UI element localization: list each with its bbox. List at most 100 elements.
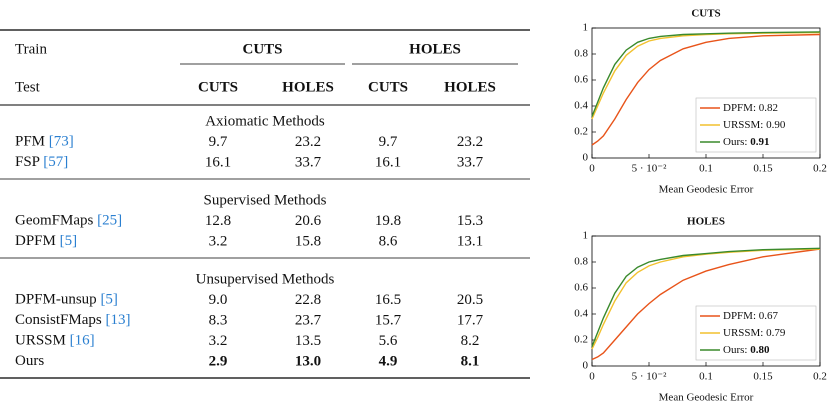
method: FSP — [15, 154, 40, 170]
x-axis-label: Mean Geodesic Error — [659, 392, 754, 404]
group-header: CUTS — [242, 41, 282, 57]
cell: 16.5 — [375, 292, 401, 308]
legend-name: DPFM: — [723, 102, 756, 114]
x-tick-label: 5 · 10⁻² — [632, 163, 667, 175]
cell: 19.8 — [375, 213, 401, 229]
method: Ours — [15, 353, 44, 369]
citation: [5] — [60, 233, 78, 249]
cell: 23.2 — [295, 134, 321, 150]
cell: 33.7 — [295, 154, 322, 170]
legend-label: Ours: 0.91 — [723, 136, 769, 148]
cell: 20.5 — [457, 292, 483, 308]
y-tick-label: 0 — [583, 360, 589, 372]
cell: 15.8 — [295, 233, 321, 249]
cell: 15.3 — [457, 213, 483, 229]
citation: [16] — [70, 333, 95, 349]
cell: 22.8 — [295, 292, 321, 308]
x-tick-label: 0.15 — [753, 163, 773, 175]
x-axis-label: Mean Geodesic Error — [659, 184, 754, 196]
method: ConsistFMaps — [15, 312, 102, 328]
header-label: Train — [15, 41, 47, 57]
method: DPFM — [15, 233, 56, 249]
column-header: CUTS — [368, 79, 408, 95]
cell: 15.7 — [375, 312, 402, 328]
cell: 33.7 — [457, 154, 484, 170]
legend-name: Ours: — [723, 344, 747, 356]
legend-label: Ours: 0.80 — [723, 344, 770, 356]
series-line — [591, 33, 821, 146]
series-line — [591, 31, 821, 117]
column-header: HOLES — [282, 79, 334, 95]
group-header: HOLES — [409, 41, 461, 57]
y-tick-label: 0.8 — [574, 48, 588, 60]
cell: 8.2 — [461, 333, 480, 349]
chart-title: HOLES — [687, 216, 725, 228]
chart-title: CUTS — [691, 8, 720, 20]
legend-name: URSSM: — [723, 327, 763, 339]
cell: 23.7 — [295, 312, 322, 328]
legend-score: 0.79 — [766, 327, 786, 339]
cell: 16.1 — [375, 154, 401, 170]
citation: [25] — [97, 213, 122, 229]
x-tick-label: 5 · 10⁻² — [632, 371, 667, 383]
method: GeomFMaps — [15, 213, 93, 229]
y-tick-label: 0.4 — [574, 100, 588, 112]
legend-name: Ours: — [723, 136, 747, 148]
method-name: DPFM-unsup [5] — [15, 292, 118, 308]
column-header: HOLES — [444, 79, 496, 95]
x-tick-label: 0.2 — [813, 371, 827, 383]
cell: 13.0 — [295, 353, 321, 369]
cell: 9.7 — [209, 134, 228, 150]
legend-label: DPFM: 0.82 — [723, 102, 778, 114]
cell: 5.6 — [379, 333, 398, 349]
method-name: ConsistFMaps [13] — [15, 312, 130, 328]
legend-label: DPFM: 0.67 — [723, 310, 779, 322]
cell: 3.2 — [209, 233, 228, 249]
legend-score: 0.80 — [750, 344, 770, 356]
cell: 3.2 — [209, 333, 228, 349]
method-name: DPFM [5] — [15, 233, 77, 249]
cell: 8.6 — [379, 233, 398, 249]
y-tick-label: 0.6 — [574, 282, 588, 294]
y-tick-label: 0.2 — [574, 126, 588, 138]
header-label: Test — [15, 79, 41, 95]
x-tick-label: 0.1 — [699, 371, 713, 383]
cell: 13.1 — [457, 233, 483, 249]
cell: 8.3 — [209, 312, 228, 328]
legend-name: URSSM: — [723, 119, 763, 131]
x-tick-label: 0.2 — [813, 163, 827, 175]
cell: 9.0 — [209, 292, 228, 308]
y-tick-label: 0.4 — [574, 308, 588, 320]
cell: 9.7 — [379, 134, 398, 150]
legend-score: 0.90 — [766, 119, 786, 131]
column-header: CUTS — [198, 79, 238, 95]
legend-score: 0.91 — [750, 136, 769, 148]
cell: 16.1 — [205, 154, 231, 170]
legend-label: URSSM: 0.79 — [723, 327, 786, 339]
citation: [73] — [49, 134, 74, 150]
cell: 4.9 — [379, 353, 398, 369]
legend-name: DPFM: — [723, 310, 756, 322]
y-tick-label: 0.6 — [574, 74, 588, 86]
section-title: Unsupervised Methods — [196, 271, 335, 287]
section-title: Supervised Methods — [204, 192, 327, 208]
legend-score: 0.82 — [759, 102, 778, 114]
method-name: GeomFMaps [25] — [15, 213, 122, 229]
x-tick-label: 0.15 — [753, 371, 773, 383]
method: DPFM-unsup — [15, 292, 97, 308]
cell: 2.9 — [209, 353, 228, 369]
y-tick-label: 0.8 — [574, 256, 588, 268]
cell: 23.2 — [457, 134, 483, 150]
citation: [57] — [43, 154, 68, 170]
method: PFM — [15, 134, 45, 150]
x-tick-label: 0.1 — [699, 163, 713, 175]
method-name: FSP [57] — [15, 154, 68, 170]
cell: 13.5 — [295, 333, 321, 349]
method-name: Ours — [15, 353, 44, 369]
series-line — [591, 247, 821, 347]
y-tick-label: 1 — [583, 230, 589, 242]
y-tick-label: 0 — [583, 152, 589, 164]
legend-label: URSSM: 0.90 — [723, 119, 786, 131]
